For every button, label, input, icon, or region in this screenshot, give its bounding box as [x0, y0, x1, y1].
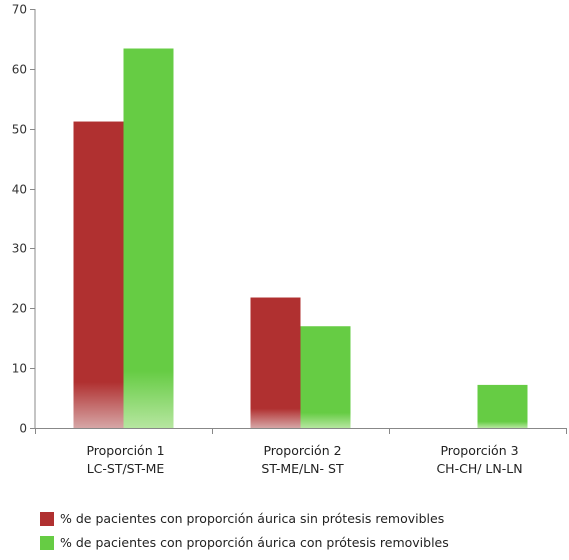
bar-con-protesis-1	[123, 48, 174, 429]
legend-label-sin-protesis: % de pacientes con proporción áurica sin…	[60, 511, 445, 526]
bar-chart: 0 10 20 30 40 50 60 70 Proporción 1 LC-ST/ST-ME Pr…	[12, 3, 567, 477]
y-tick-label: 0	[19, 422, 27, 436]
x-category-label: Proporción 2	[263, 443, 341, 458]
legend-label-con-protesis: % de pacientes con proporción áurica con…	[60, 535, 449, 550]
axes	[30, 9, 567, 434]
legend-swatch-con-protesis	[40, 535, 54, 550]
bar-con-protesis-2	[300, 326, 351, 428]
legend-item-sin-protesis: % de pacientes con proporción áurica sin…	[40, 508, 449, 529]
y-tick-label: 20	[12, 302, 27, 316]
y-tick-label: 10	[12, 362, 27, 376]
bar-sin-protesis-2	[250, 297, 301, 428]
x-category-label: CH-CH/ LN-LN	[436, 461, 522, 476]
legend-swatch-sin-protesis	[40, 511, 54, 526]
y-tick-label: 70	[12, 3, 27, 17]
y-tick-label: 30	[12, 242, 27, 256]
bars	[73, 48, 528, 429]
axis-labels: 0 10 20 30 40 50 60 70 Proporción 1 LC-ST/ST-ME Pr…	[12, 3, 523, 477]
legend: % de pacientes con proporción áurica sin…	[40, 508, 449, 556]
bar-sin-protesis-1	[73, 121, 124, 428]
x-category-label: Proporción 3	[440, 443, 518, 458]
x-category-label: LC-ST/ST-ME	[87, 461, 165, 476]
x-category-label: Proporción 1	[86, 443, 164, 458]
bar-con-protesis-3	[477, 384, 528, 428]
legend-item-con-protesis: % de pacientes con proporción áurica con…	[40, 532, 449, 553]
x-category-label: ST-ME/LN- ST	[261, 461, 344, 476]
y-tick-label: 40	[12, 183, 27, 197]
y-tick-label: 60	[12, 63, 27, 77]
y-tick-label: 50	[12, 123, 27, 137]
